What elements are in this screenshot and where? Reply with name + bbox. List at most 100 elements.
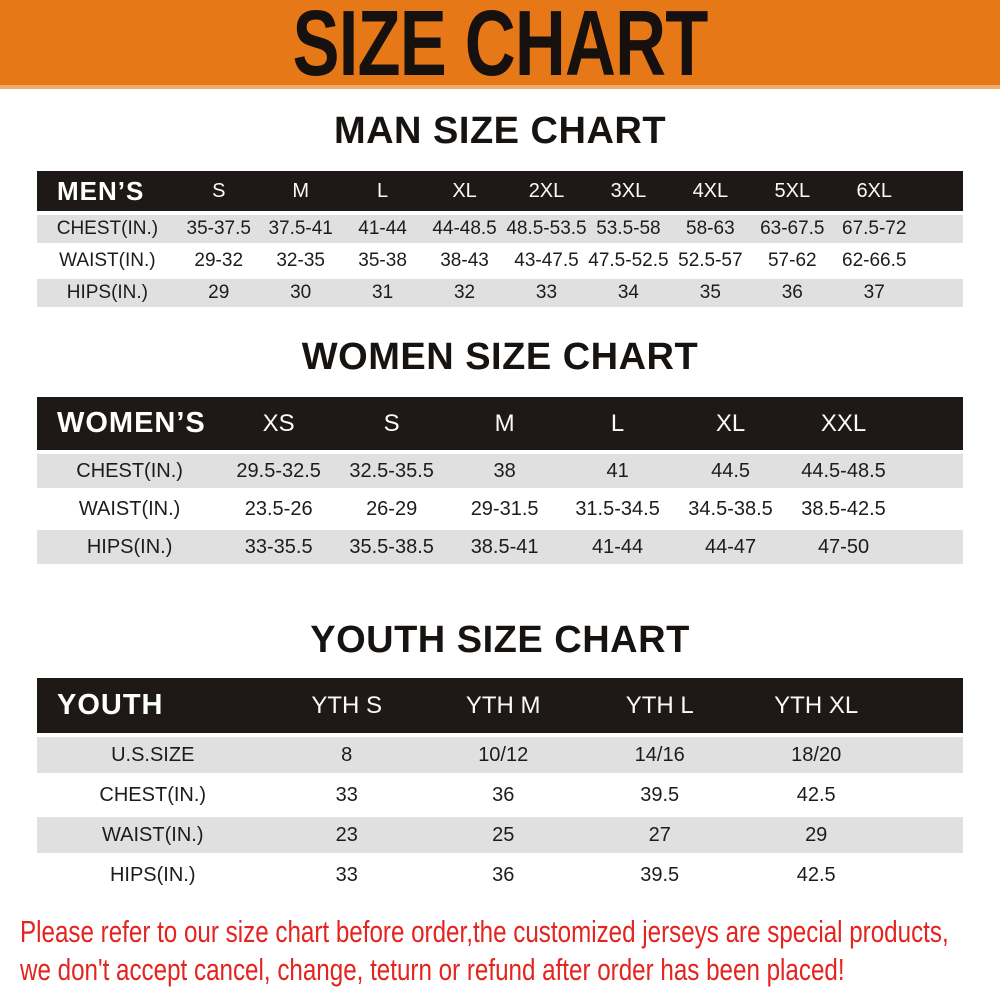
value-cell: 26-29	[366, 497, 418, 520]
value-cell: 36	[781, 282, 803, 303]
value-cell: 8	[341, 743, 353, 766]
womens-table-holder: WOMEN’S XS S M L XL XXL CHEST(IN.) 29.5-32.5 32.5…	[0, 393, 1000, 568]
filler-cell	[915, 279, 963, 307]
value-cell: 44-48.5	[432, 218, 497, 239]
value-cell: 44-47	[704, 535, 757, 558]
filler-cell	[915, 215, 963, 243]
size-column-header: L	[610, 409, 625, 437]
measurement-row: CHEST(IN.) 35-37.5 37.5-41 41-44 44-48.5 48.5…	[37, 215, 963, 243]
filler-cell	[894, 777, 963, 813]
filler-cell	[915, 247, 963, 275]
measurement-row: U.S.SIZE 8 10/12 14/16 18/20	[37, 737, 963, 773]
value-cell: 33	[535, 282, 558, 303]
measurement-row: WAIST(IN.) 23.5-26 26-29 29-31.5 31.5-34.5 34…	[37, 492, 963, 526]
measurement-row: WAIST(IN.) 23 25 27 29	[37, 817, 963, 853]
value-cell: 32-35	[276, 250, 325, 271]
value-cell: 39.5	[640, 863, 680, 886]
value-cell: 35-37.5	[186, 218, 251, 239]
row-label-cell: HIPS(IN.)	[109, 863, 196, 886]
value-cell: 47.5-52.5	[588, 250, 669, 271]
value-cell: 41-44	[592, 535, 644, 558]
value-cell: 41	[606, 459, 629, 482]
table-header-row: MEN’S S M L XL 2XL 3XL 4XL 5XL 6XL	[37, 171, 963, 211]
value-cell: 27	[648, 823, 671, 846]
youth-size-heading: YOUTH SIZE CHART	[310, 619, 690, 661]
value-cell: 31.5-34.5	[575, 497, 660, 520]
value-cell: 32.5-35.5	[349, 459, 434, 482]
filler-cell	[894, 737, 963, 773]
value-cell: 35.5-38.5	[349, 535, 434, 558]
value-cell: 18/20	[791, 743, 842, 766]
value-cell: 29-32	[194, 250, 244, 271]
size-column-header: 3XL	[610, 179, 647, 202]
size-column-header: XXL	[820, 409, 867, 437]
size-column-header: YTH XL	[774, 691, 859, 719]
value-cell: 37.5-41	[268, 218, 333, 239]
size-column-header: 5XL	[774, 179, 811, 202]
value-cell: 44.5-48.5	[801, 459, 886, 482]
mens-table-holder: MEN’S S M L XL 2XL 3XL 4XL 5XL 6XL CHEST(IN.) 35-37…	[0, 167, 1000, 311]
value-cell: 29-31.5	[470, 497, 539, 520]
value-cell: 29	[208, 282, 230, 303]
table-title-cell: WOMEN’S	[57, 407, 206, 439]
value-cell: 42.5	[796, 863, 836, 886]
measurement-row: WAIST(IN.) 29-32 32-35 35-38 38-43 43-47.5 47.…	[37, 247, 963, 275]
value-cell: 43-47.5	[514, 250, 579, 271]
value-cell: 29	[805, 823, 828, 846]
value-cell: 63-67.5	[760, 218, 825, 239]
value-cell: 29.5-32.5	[236, 459, 321, 482]
row-label-cell: CHEST(IN.)	[76, 459, 183, 482]
value-cell: 10/12	[478, 743, 529, 766]
row-label-cell: U.S.SIZE	[111, 743, 195, 766]
size-column-header: S	[212, 179, 226, 202]
measurement-row: HIPS(IN.) 33 36 39.5 42.5	[37, 857, 963, 893]
value-cell: 23.5-26	[244, 497, 313, 520]
table-header-row: WOMEN’S XS S M L XL XXL	[37, 397, 963, 450]
value-cell: 67.5-72	[842, 218, 907, 239]
women-size-section: WOMEN SIZE CHART WOMEN’S XS S M L XL XXL CHEST(…	[0, 335, 1000, 568]
value-cell: 30	[290, 282, 312, 303]
youth-size-section: YOUTH SIZE CHART YOUTH YTH S YTH M YTH L YTH…	[0, 618, 1000, 897]
filler-cell	[915, 171, 963, 211]
filler-cell	[900, 397, 963, 450]
row-label-cell: WAIST(IN.)	[102, 823, 204, 846]
women-size-heading: WOMEN SIZE CHART	[301, 336, 699, 378]
value-cell: 33	[335, 783, 358, 806]
measurement-row: CHEST(IN.) 33 36 39.5 42.5	[37, 777, 963, 813]
value-cell: 48.5-53.5	[506, 218, 587, 239]
measurement-row: CHEST(IN.) 29.5-32.5 32.5-35.5 38 41 44.5 44.5…	[37, 454, 963, 488]
filler-cell	[894, 817, 963, 853]
filler-cell	[900, 454, 963, 488]
size-column-header: XL	[715, 409, 746, 437]
value-cell: 14/16	[634, 743, 685, 766]
mens-size-table: MEN’S S M L XL 2XL 3XL 4XL 5XL 6XL CHEST(IN.) 35-37…	[37, 167, 963, 311]
size-column-header: XS	[262, 409, 295, 437]
womens-size-table: WOMEN’S XS S M L XL XXL CHEST(IN.) 29.5-32.5 32.5…	[37, 393, 963, 568]
value-cell: 35	[699, 282, 721, 303]
value-cell: 25	[492, 823, 515, 846]
value-cell: 38.5-42.5	[801, 497, 886, 520]
value-cell: 38-43	[440, 250, 489, 271]
size-column-header: 2XL	[528, 179, 565, 202]
filler-cell	[894, 857, 963, 893]
man-size-heading: MAN SIZE CHART	[333, 110, 667, 152]
value-cell: 39.5	[640, 783, 680, 806]
size-column-header: YTH S	[311, 691, 383, 719]
youth-table-holder: YOUTH YTH S YTH M YTH L YTH XL U.S.SIZE 8 10/12…	[0, 674, 1000, 897]
value-cell: 42.5	[796, 783, 836, 806]
value-cell: 57-62	[767, 250, 817, 271]
size-column-header: YTH M	[465, 691, 541, 719]
row-label-cell: HIPS(IN.)	[66, 282, 149, 303]
value-cell: 36	[492, 863, 515, 886]
value-cell: 33-35.5	[244, 535, 313, 558]
table-title-cell: MEN’S	[57, 175, 145, 206]
value-cell: 32	[453, 282, 476, 303]
value-cell: 52.5-57	[678, 250, 743, 271]
banner: SIZE CHART	[0, 0, 1000, 89]
value-cell: 53.5-58	[596, 218, 661, 239]
value-cell: 34.5-38.5	[688, 497, 773, 520]
notice-line-1: Please refer to our size chart before or…	[20, 914, 949, 949]
size-column-header: 4XL	[692, 179, 729, 202]
value-cell: 36	[492, 783, 515, 806]
